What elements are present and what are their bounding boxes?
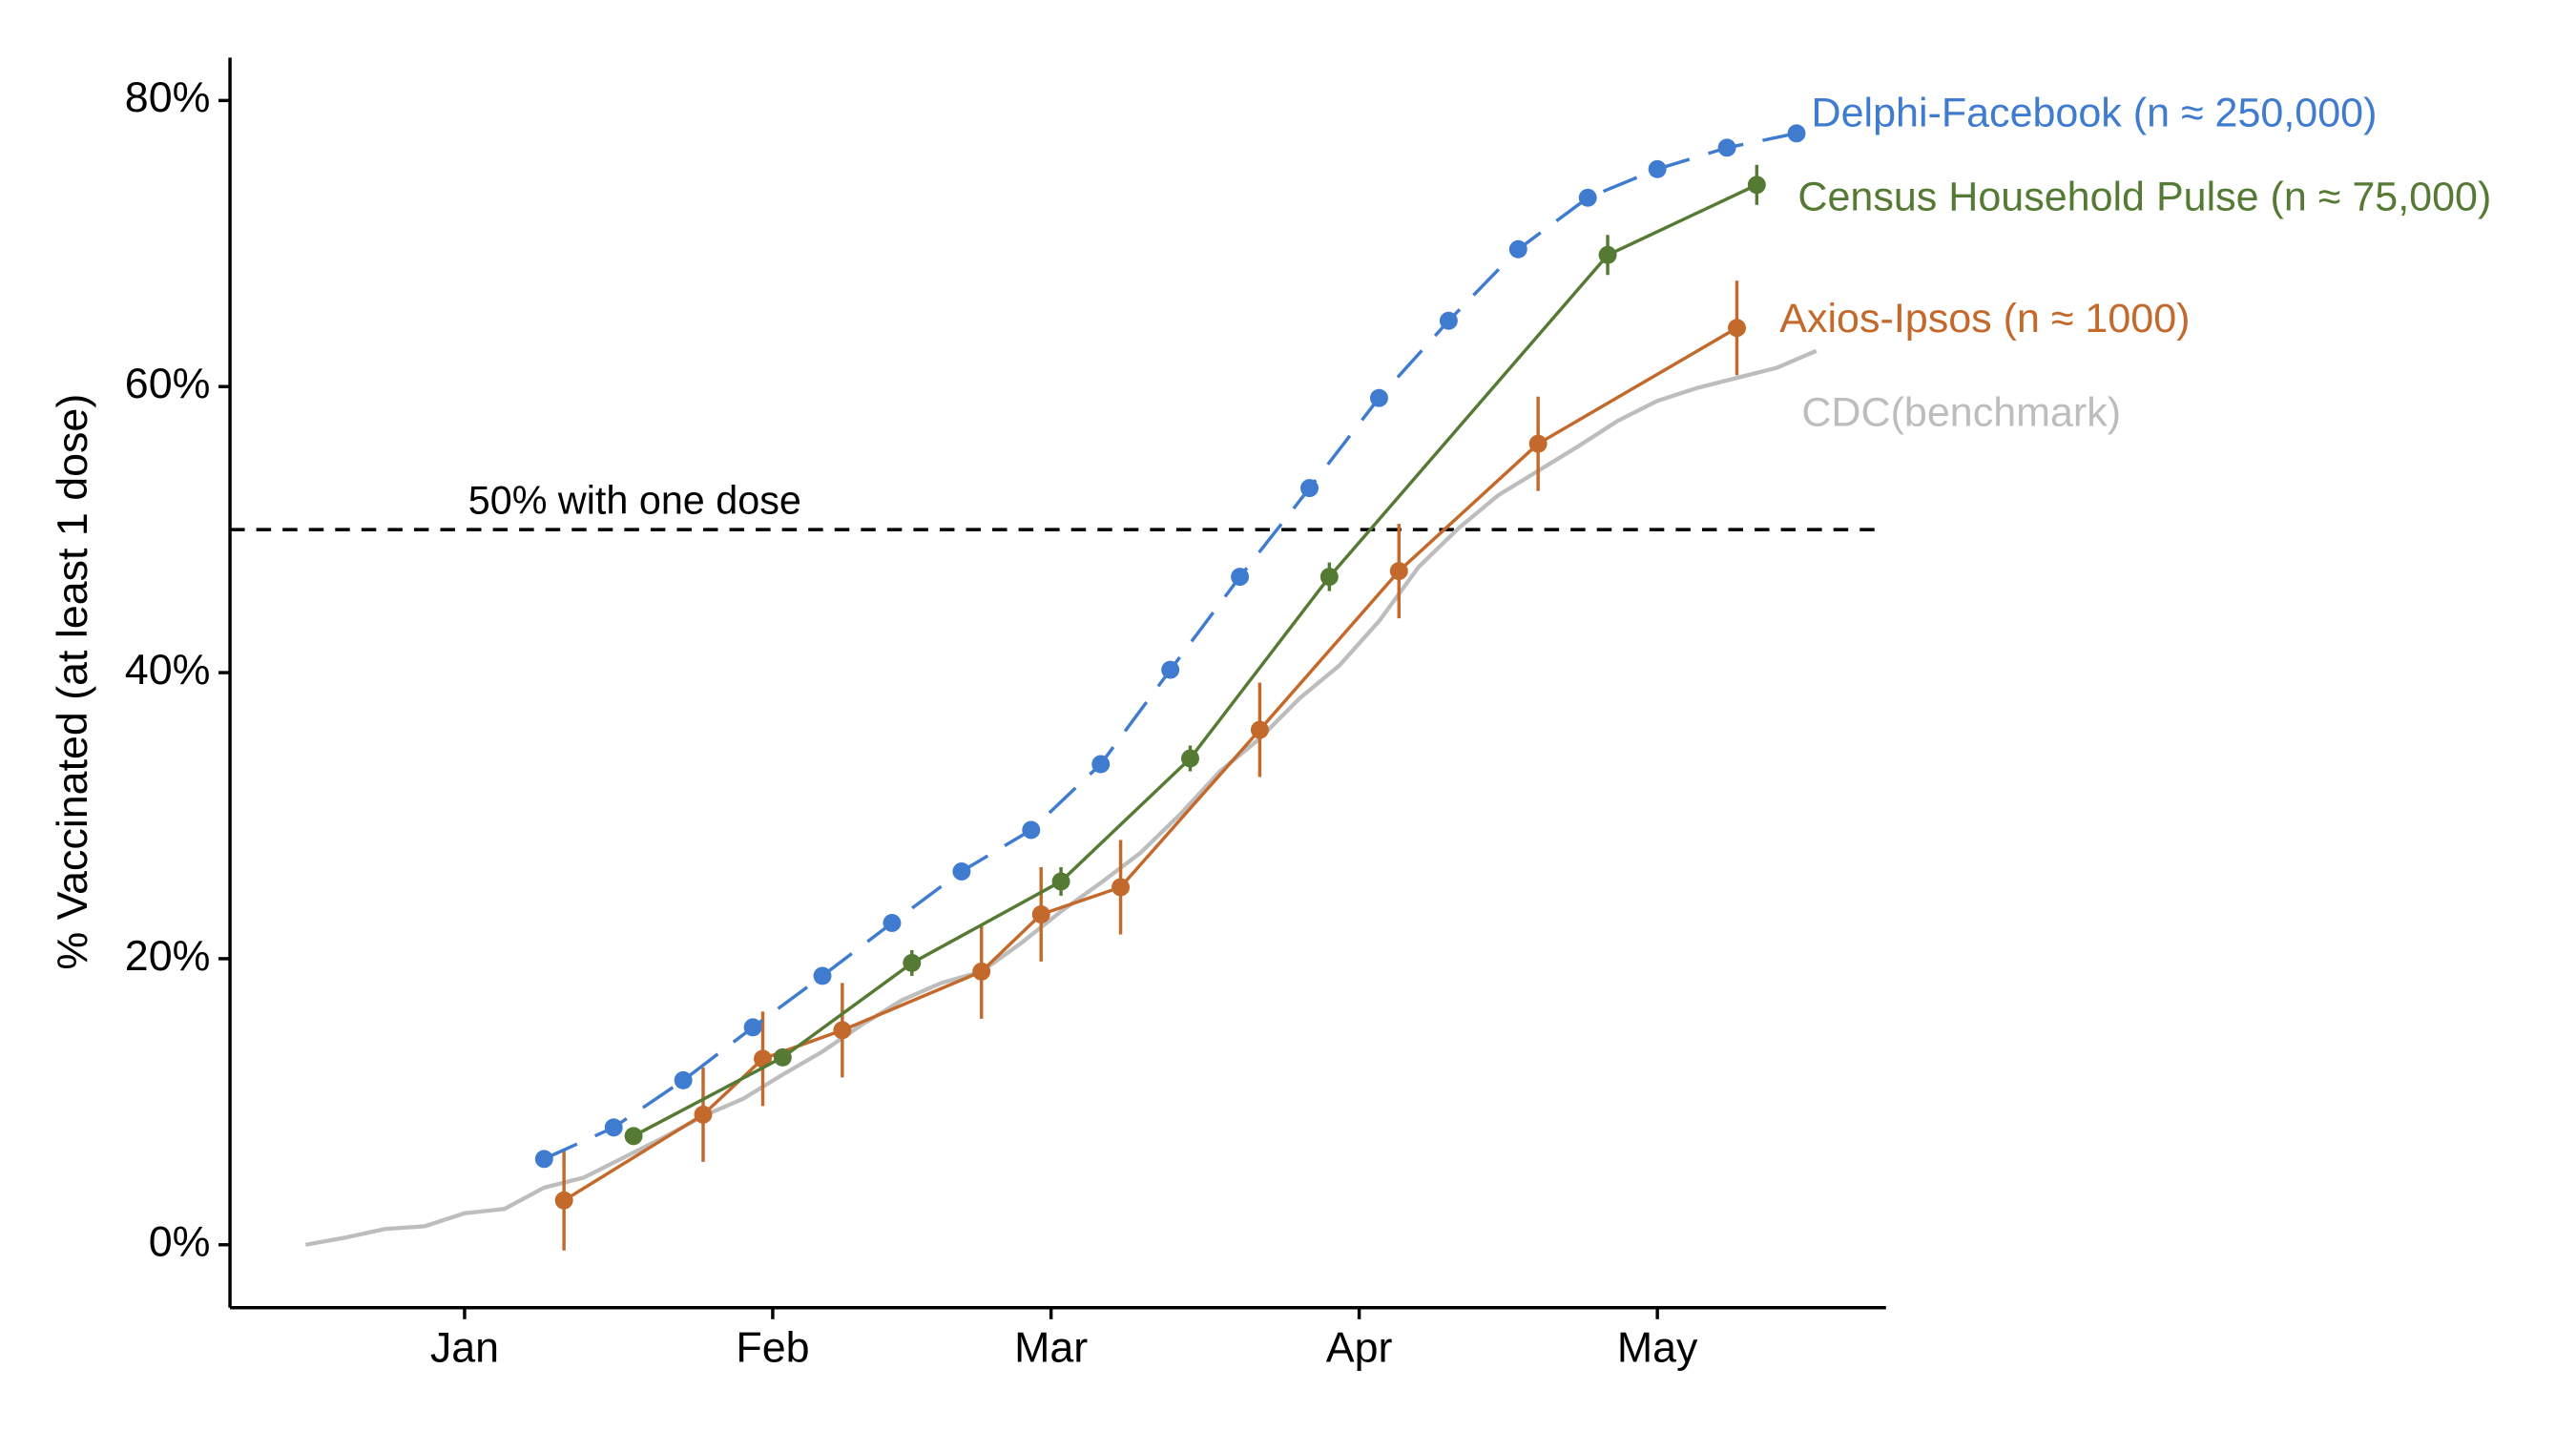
data-point	[1717, 138, 1736, 157]
data-point	[1319, 568, 1339, 587]
series-line	[543, 132, 1797, 1161]
data-point	[1439, 311, 1458, 330]
data-point	[554, 1191, 573, 1210]
x-tick-label: Jan	[430, 1323, 499, 1371]
data-point	[534, 1150, 553, 1169]
data-point	[1598, 245, 1617, 264]
x-tick-label: May	[1617, 1323, 1698, 1371]
data-point	[1300, 479, 1319, 498]
series-label: CDC(benchmark)	[1801, 389, 2121, 435]
data-point	[1250, 720, 1269, 739]
data-point	[903, 953, 922, 972]
data-point	[833, 1021, 852, 1040]
data-point	[1022, 820, 1041, 840]
data-point	[604, 1118, 623, 1137]
data-point	[1508, 239, 1527, 259]
data-point	[1648, 159, 1667, 178]
data-point	[773, 1047, 792, 1067]
data-point	[1787, 124, 1806, 143]
data-point	[1231, 568, 1250, 587]
data-point	[813, 966, 832, 985]
series-line	[633, 183, 1758, 1138]
data-point	[1369, 388, 1388, 407]
y-tick-label: 0%	[149, 1218, 211, 1266]
y-tick-label: 60%	[125, 360, 211, 407]
data-point	[674, 1070, 693, 1089]
data-point	[1051, 872, 1070, 891]
data-point	[754, 1049, 772, 1068]
data-point	[1031, 904, 1050, 923]
series-line	[304, 348, 1818, 1247]
data-point	[743, 1018, 762, 1037]
x-tick-label: Apr	[1326, 1323, 1393, 1371]
data-point	[1181, 749, 1199, 768]
series-label: Census Household Pulse (n ≈ 75,000)	[1797, 175, 2491, 220]
data-point	[952, 861, 971, 881]
data-point	[1389, 562, 1408, 581]
data-point	[1111, 878, 1131, 897]
data-point	[1578, 188, 1597, 207]
y-tick-label: 80%	[125, 73, 211, 121]
y-tick-label: 20%	[125, 932, 211, 980]
data-point	[1161, 660, 1180, 679]
series-label: Axios-Ipsos (n ≈ 1000)	[1779, 296, 2190, 342]
data-point	[1091, 755, 1111, 774]
y-axis-label: % Vaccinated (at least 1 dose)	[49, 394, 96, 970]
y-tick-label: 40%	[125, 646, 211, 694]
data-point	[1728, 319, 1746, 338]
series-label: Delphi-Facebook (n ≈ 250,000)	[1812, 90, 2378, 135]
data-point	[1528, 434, 1548, 453]
data-point	[694, 1105, 713, 1124]
data-point	[624, 1127, 643, 1146]
x-tick-label: Mar	[1014, 1323, 1088, 1371]
data-point	[883, 913, 902, 932]
reference-label: 50% with one dose	[468, 479, 801, 523]
x-tick-label: Feb	[736, 1323, 809, 1371]
data-point	[1747, 176, 1766, 195]
data-point	[972, 962, 991, 981]
